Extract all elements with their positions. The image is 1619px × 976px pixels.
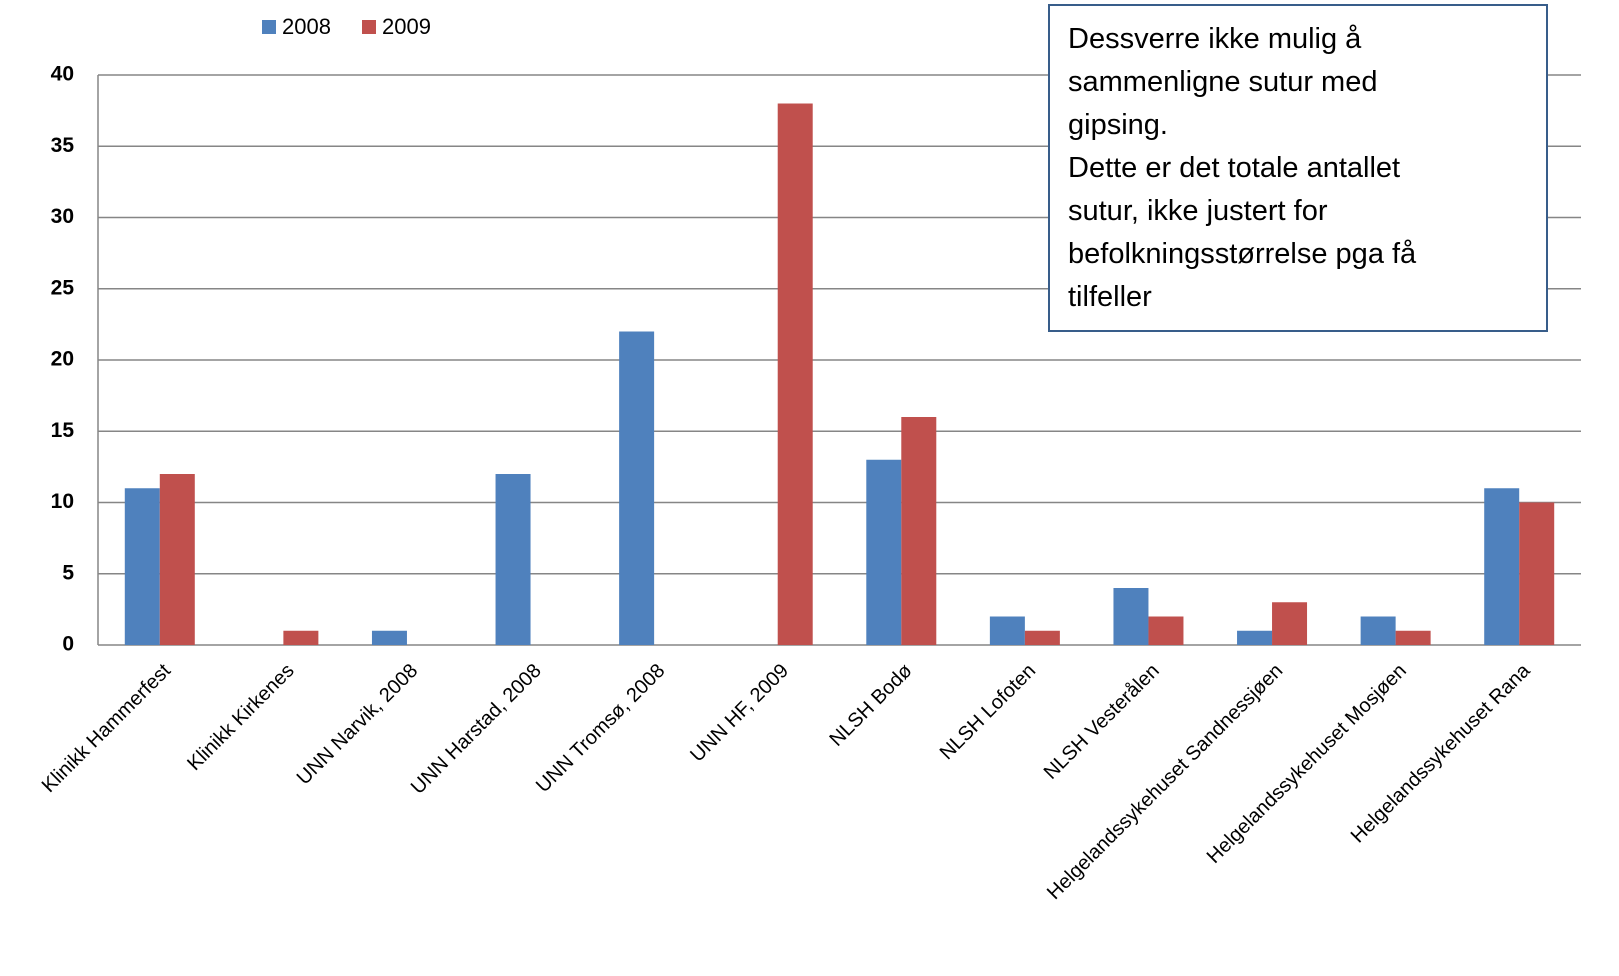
bar — [901, 417, 937, 645]
x-tick-label: Klinikk Hammerfest — [38, 659, 176, 797]
annotation-box — [1048, 4, 1548, 332]
bar — [1113, 588, 1149, 645]
y-tick-label: 15 — [51, 419, 75, 442]
y-tick-label: 0 — [62, 633, 74, 656]
bar — [1484, 488, 1520, 645]
bar — [1519, 502, 1555, 645]
x-tick-label: NLSH Lofoten — [936, 660, 1040, 764]
legend-label: 2008 — [282, 14, 331, 39]
bar — [124, 488, 160, 645]
y-tick-label: 20 — [51, 348, 74, 371]
bar — [159, 474, 195, 645]
y-tick-label: 40 — [51, 63, 74, 86]
y-tick-label: 25 — [51, 276, 75, 299]
x-tick-label: Helgelandssykehuset Sandnessjøen — [1043, 660, 1287, 904]
bar — [1237, 630, 1273, 645]
x-tick-label: UNN Harstad, 2008 — [407, 660, 546, 799]
legend-label: 2009 — [382, 14, 431, 39]
y-tick-label: 5 — [62, 561, 74, 584]
bar — [1024, 630, 1060, 645]
x-tick-label: NLSH Bodø — [826, 660, 917, 751]
bar — [989, 616, 1025, 645]
bar — [1395, 630, 1431, 645]
legend-swatch — [262, 20, 276, 34]
x-tick-label: Klinikk Kirkenes — [183, 660, 298, 775]
bar — [495, 474, 531, 645]
annotation-line: Dessverre ikke mulig å — [1068, 23, 1362, 55]
bar — [866, 459, 902, 645]
bar — [1360, 616, 1396, 645]
x-tick-label: NLSH Vesterålen — [1040, 660, 1164, 784]
annotation-line: befolkningsstørrelse pga få — [1068, 238, 1417, 270]
annotation-line: gipsing. — [1068, 109, 1168, 141]
annotation-line: sutur, ikke justert for — [1068, 195, 1328, 227]
bar — [283, 630, 319, 645]
legend-swatch — [362, 20, 376, 34]
bar — [1272, 602, 1308, 645]
y-tick-label: 10 — [51, 490, 74, 513]
x-tick-label: Helgelandssykehuset Mosjøen — [1203, 660, 1411, 868]
y-tick-label: 35 — [51, 134, 75, 157]
y-tick-label: 30 — [51, 205, 74, 228]
annotation-line: tilfeller — [1068, 281, 1152, 313]
annotation-line: Dette er det totale antallet — [1068, 152, 1400, 184]
bar — [1148, 616, 1184, 645]
annotation-line: sammenligne sutur med — [1068, 66, 1377, 98]
x-tick-label: UNN HF, 2009 — [686, 660, 793, 767]
x-tick-label: UNN Tromsø, 2008 — [532, 660, 669, 797]
bar — [619, 331, 655, 645]
bar — [371, 630, 407, 645]
x-tick-label: UNN Narvik, 2008 — [293, 660, 423, 790]
bar — [777, 103, 813, 645]
